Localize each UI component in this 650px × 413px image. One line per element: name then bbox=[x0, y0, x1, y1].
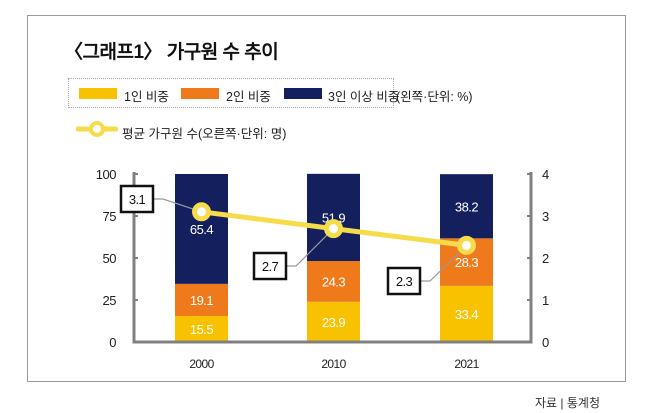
line-value-label: 2.7 bbox=[262, 259, 279, 274]
y-left-tick-label: 75 bbox=[103, 209, 117, 224]
y-left-tick-label: 50 bbox=[103, 251, 117, 266]
line-point bbox=[324, 219, 343, 239]
bar-segment bbox=[175, 315, 228, 342]
legend-unit-left: (왼쪽·단위: %) bbox=[396, 90, 473, 104]
line-point bbox=[457, 235, 476, 255]
bar-segment bbox=[440, 285, 493, 342]
bar-value-label: 15.5 bbox=[190, 322, 214, 337]
y-right-tick-label: 3 bbox=[542, 209, 549, 224]
legend-label-3plus: 3인 이상 비중 bbox=[328, 90, 400, 104]
bar-segment bbox=[440, 174, 493, 239]
legend-swatch-1person bbox=[79, 88, 117, 99]
callout-box bbox=[119, 184, 155, 214]
callout-leader bbox=[420, 244, 467, 282]
bar-segment bbox=[175, 174, 228, 284]
callout-leader bbox=[153, 198, 202, 213]
callout-box bbox=[252, 251, 288, 281]
x-tick-label: 2000 bbox=[189, 357, 214, 371]
y-left-tick-label: 100 bbox=[96, 167, 116, 182]
x-tick-label: 2021 bbox=[454, 357, 479, 371]
y-right-tick-label: 4 bbox=[542, 167, 549, 182]
x-tick-label: 2010 bbox=[321, 357, 346, 371]
bar-value-label: 28.3 bbox=[455, 255, 479, 270]
chart-frame bbox=[27, 15, 626, 382]
y-left-tick-label: 25 bbox=[103, 293, 117, 308]
callout-leader bbox=[286, 228, 334, 267]
legend-label-1person: 1인 비중 bbox=[124, 90, 169, 104]
line-value-label: 3.1 bbox=[129, 192, 146, 207]
bar-value-label: 19.1 bbox=[190, 293, 214, 308]
line-point bbox=[192, 202, 211, 222]
legend-box bbox=[68, 78, 394, 108]
legend-swatch-2person bbox=[181, 88, 219, 99]
source-note: 자료 | 통계청 bbox=[535, 396, 600, 410]
legend-line-icon bbox=[76, 121, 118, 137]
line-value-label: 2.3 bbox=[396, 274, 413, 289]
bar-value-label: 33.4 bbox=[455, 307, 479, 322]
bar-value-label: 65.4 bbox=[190, 222, 214, 237]
legend-swatch-3plus bbox=[284, 88, 322, 99]
y-right-tick-label: 2 bbox=[542, 251, 549, 266]
legend-label-2person: 2인 비중 bbox=[226, 90, 271, 104]
bar-segment bbox=[307, 261, 360, 302]
legend-line-label: 평균 가구원 수(오른쪽·단위: 명) bbox=[122, 127, 287, 141]
bar-value-label: 38.2 bbox=[455, 199, 479, 214]
y-right-tick-label: 0 bbox=[542, 335, 549, 350]
y-left-tick-label: 0 bbox=[109, 335, 116, 350]
bar-segment bbox=[175, 283, 228, 316]
bar-value-label: 23.9 bbox=[322, 315, 346, 330]
callout-box bbox=[386, 266, 422, 296]
chart-title: 〈그래프1〉 가구원 수 추이 bbox=[64, 42, 279, 63]
y-right-tick-label: 1 bbox=[542, 293, 549, 308]
bar-segment bbox=[307, 301, 360, 342]
bar-value-label: 24.3 bbox=[322, 274, 346, 289]
